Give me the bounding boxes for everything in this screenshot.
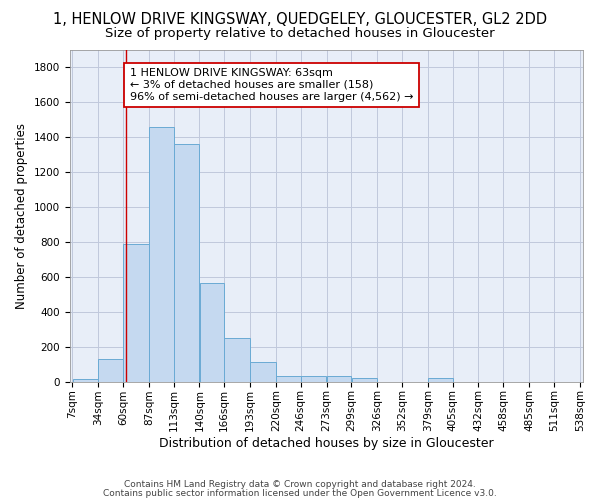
Y-axis label: Number of detached properties: Number of detached properties: [15, 123, 28, 309]
Text: Contains public sector information licensed under the Open Government Licence v3: Contains public sector information licen…: [103, 488, 497, 498]
Text: Contains HM Land Registry data © Crown copyright and database right 2024.: Contains HM Land Registry data © Crown c…: [124, 480, 476, 489]
Bar: [301, 376, 326, 382]
Bar: [276, 376, 301, 382]
Text: 1 HENLOW DRIVE KINGSWAY: 63sqm
← 3% of detached houses are smaller (158)
96% of : 1 HENLOW DRIVE KINGSWAY: 63sqm ← 3% of d…: [130, 68, 413, 102]
Bar: [224, 338, 250, 382]
Bar: [174, 144, 199, 382]
Bar: [428, 378, 452, 382]
Bar: [352, 378, 377, 382]
Bar: [73, 379, 98, 382]
Bar: [149, 127, 173, 382]
Bar: [98, 359, 123, 382]
Bar: [326, 376, 351, 382]
Text: 1, HENLOW DRIVE KINGSWAY, QUEDGELEY, GLOUCESTER, GL2 2DD: 1, HENLOW DRIVE KINGSWAY, QUEDGELEY, GLO…: [53, 12, 547, 28]
X-axis label: Distribution of detached houses by size in Gloucester: Distribution of detached houses by size …: [159, 437, 493, 450]
Bar: [250, 362, 276, 382]
Bar: [200, 283, 224, 382]
Text: Size of property relative to detached houses in Gloucester: Size of property relative to detached ho…: [105, 28, 495, 40]
Bar: [123, 244, 149, 382]
